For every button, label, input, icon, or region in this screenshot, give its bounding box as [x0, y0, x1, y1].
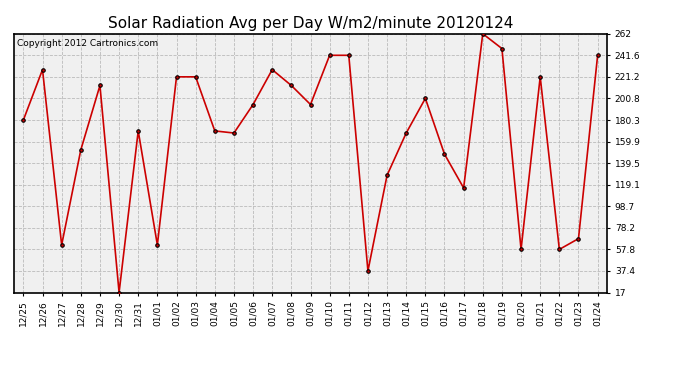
Text: Copyright 2012 Cartronics.com: Copyright 2012 Cartronics.com — [17, 39, 158, 48]
Title: Solar Radiation Avg per Day W/m2/minute 20120124: Solar Radiation Avg per Day W/m2/minute … — [108, 16, 513, 31]
